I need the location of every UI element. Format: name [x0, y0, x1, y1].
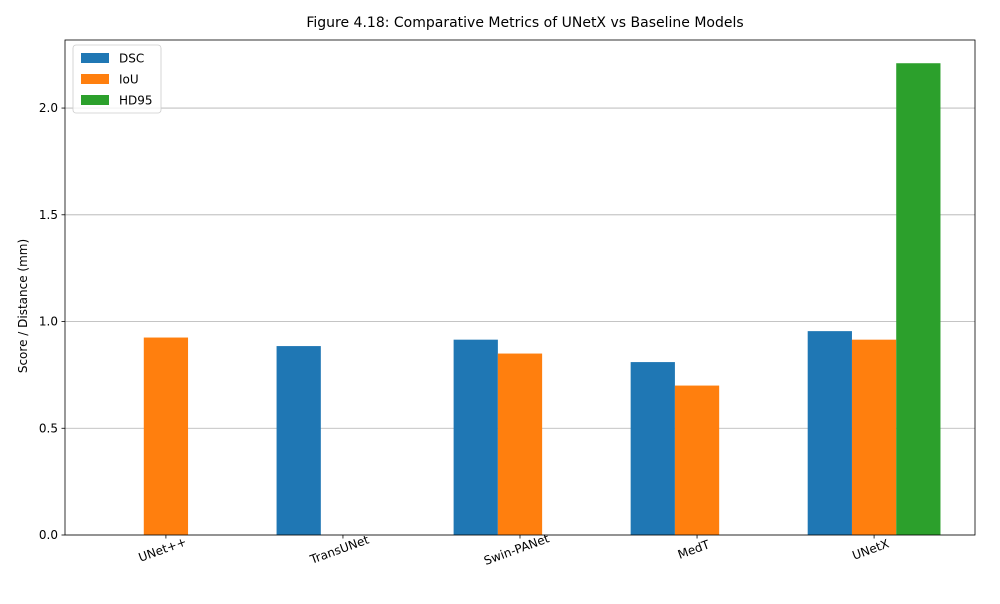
bar-dsc-swinpanet: [453, 339, 498, 535]
chart-title: Figure 4.18: Comparative Metrics of UNet…: [306, 15, 743, 31]
bar-hd95-unetx: [896, 63, 941, 536]
legend-label-iou: IoU: [119, 73, 139, 87]
y-tick-label: 1.0: [39, 315, 58, 329]
legend: DSC IoU HD95: [72, 44, 162, 114]
y-tick-label: 1.5: [39, 208, 58, 222]
y-axis-label: Score / Distance (mm): [16, 239, 30, 373]
x-tick-label: MedT: [676, 537, 712, 562]
y-tick-label: 0.5: [39, 421, 58, 435]
legend-label-dsc: DSC: [119, 52, 144, 66]
bars-layer: [143, 63, 941, 536]
bar-dsc-unetx: [807, 331, 852, 535]
x-tick-label: Swin-PANet: [482, 531, 551, 568]
legend-swatch-dsc: [81, 53, 109, 63]
x-tick-label: UNetX: [850, 537, 891, 563]
bar-dsc-transunet: [276, 346, 321, 535]
bar-iou-medt: [674, 385, 720, 535]
bar-iou-swinpanet: [497, 353, 543, 535]
x-tick-label: UNet++: [137, 534, 189, 564]
y-tick-label: 0.0: [39, 528, 58, 542]
bar-dsc-medt: [630, 362, 675, 535]
y-tick-label: 2.0: [39, 101, 58, 115]
bar-iou-unetx: [851, 339, 897, 535]
legend-label-hd95: HD95: [119, 94, 153, 108]
legend-swatch-iou: [81, 74, 109, 84]
x-tick-label: TransUNet: [307, 532, 371, 567]
legend-swatch-hd95: [81, 95, 109, 105]
bar-iou-unet: [143, 337, 189, 535]
